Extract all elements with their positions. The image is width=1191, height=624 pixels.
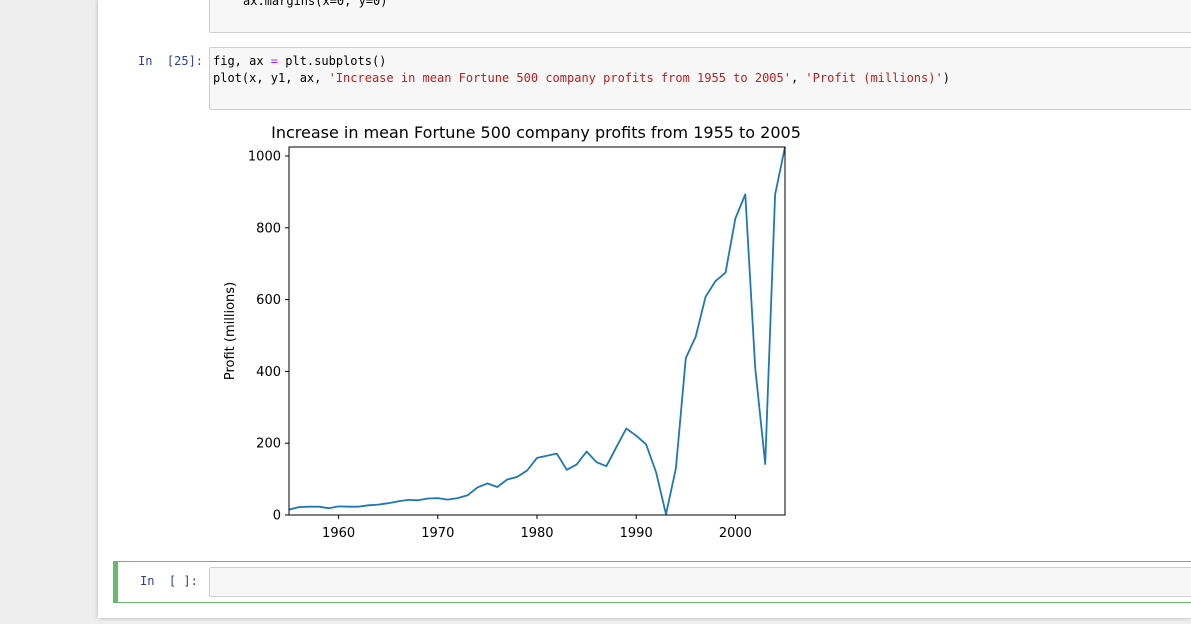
y-tick-label: 0 bbox=[273, 509, 281, 524]
series-line bbox=[288, 146, 786, 516]
code-token: , bbox=[790, 71, 806, 85]
chart-title: Increase in mean Fortune 500 company pro… bbox=[271, 123, 801, 142]
empty-code-input[interactable] bbox=[209, 567, 1191, 597]
x-tick-label: 1970 bbox=[421, 526, 454, 541]
cell-prompt: In [25]: bbox=[138, 54, 204, 68]
x-tick-label: 1960 bbox=[322, 526, 355, 541]
y-tick-label: 600 bbox=[256, 293, 281, 308]
y-tick-label: 800 bbox=[256, 221, 281, 236]
x-tick-label: 2000 bbox=[719, 526, 752, 541]
code-token: plot(x, y1, ax, bbox=[213, 71, 329, 85]
plot-frame bbox=[288, 146, 786, 516]
code-string: 'Profit (millions)' bbox=[805, 71, 943, 85]
y-axis-label: Profit (millions) bbox=[223, 282, 238, 380]
code-line: fig, ax = plt.subplots() bbox=[213, 54, 386, 68]
code-string: 'Increase in mean Fortune 500 company pr… bbox=[328, 71, 791, 85]
code-cell-input[interactable] bbox=[209, 47, 1191, 110]
plot-area: 1960 1970 1980 1990 2000 0 200 400 600 800 1000 bbox=[248, 146, 786, 541]
code-line: plot(x, y1, ax, 'Increase in mean Fortun… bbox=[213, 71, 950, 85]
x-tick-label: 1990 bbox=[620, 526, 653, 541]
code-token: ) bbox=[942, 71, 950, 85]
code-token: plt.subplots() bbox=[278, 54, 387, 68]
line-chart: Increase in mean Fortune 500 company pro… bbox=[223, 123, 801, 541]
code-operator: = bbox=[270, 54, 279, 68]
y-tick-label: 400 bbox=[256, 365, 281, 380]
previous-cell-code: ax.margins(x=0, y=0) bbox=[243, 0, 388, 8]
y-tick-label: 200 bbox=[256, 437, 281, 452]
cell-prompt: In [ ]: bbox=[140, 574, 198, 588]
x-tick-label: 1980 bbox=[520, 526, 553, 541]
previous-cell-input[interactable] bbox=[209, 0, 1191, 33]
y-tick-label: 1000 bbox=[248, 149, 281, 164]
code-token: fig, ax bbox=[213, 54, 271, 68]
